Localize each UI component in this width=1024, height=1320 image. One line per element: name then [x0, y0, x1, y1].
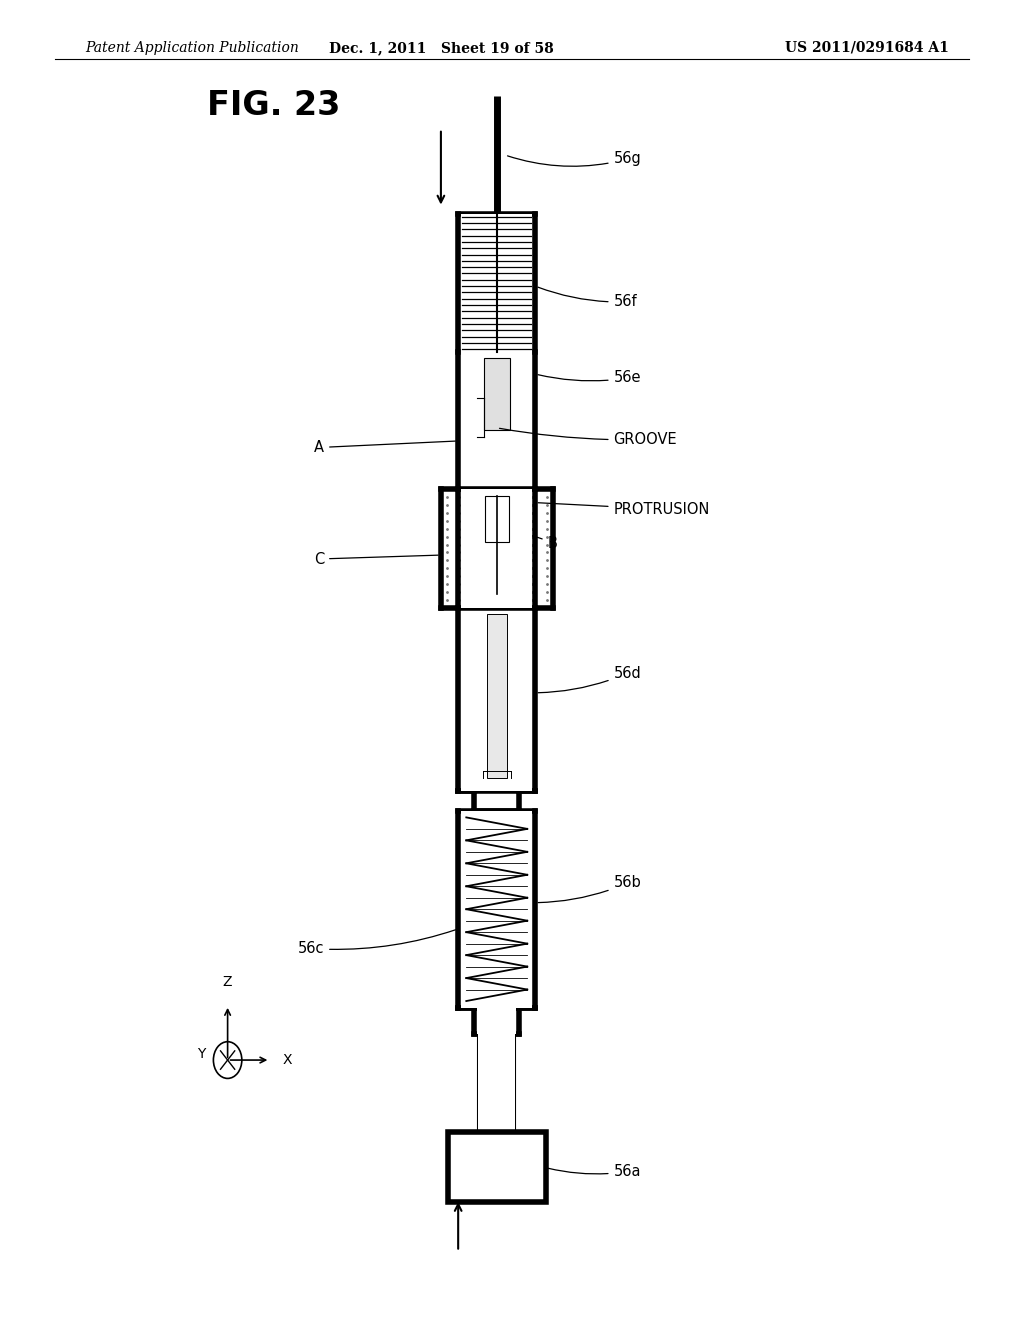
Bar — [461, 490, 532, 607]
Text: 56g: 56g — [508, 152, 641, 166]
Text: 56d: 56d — [539, 665, 641, 693]
Bar — [477, 1007, 516, 1034]
Bar — [441, 490, 553, 607]
Bar — [461, 607, 532, 791]
Text: 56e: 56e — [538, 371, 641, 385]
Text: Z: Z — [223, 975, 232, 989]
Bar — [461, 351, 532, 490]
Text: Dec. 1, 2011   Sheet 19 of 58: Dec. 1, 2011 Sheet 19 of 58 — [329, 41, 553, 55]
Text: 56f: 56f — [538, 288, 637, 309]
Text: FIG. 23: FIG. 23 — [207, 90, 341, 123]
Bar — [461, 810, 532, 1007]
Text: 56c: 56c — [298, 929, 456, 956]
Text: A: A — [314, 440, 456, 455]
Bar — [461, 214, 532, 351]
Text: Patent Application Publication: Patent Application Publication — [85, 41, 299, 55]
Text: Y: Y — [197, 1047, 205, 1060]
Bar — [449, 1133, 546, 1201]
Bar — [483, 358, 510, 430]
Text: C: C — [313, 552, 438, 566]
Bar — [478, 1034, 515, 1133]
Text: X: X — [283, 1053, 292, 1067]
Text: US 2011/0291684 A1: US 2011/0291684 A1 — [784, 41, 949, 55]
Text: B: B — [508, 532, 557, 550]
Text: GROOVE: GROOVE — [500, 428, 677, 447]
Bar — [486, 614, 507, 777]
Bar — [484, 496, 509, 543]
Text: 56b: 56b — [539, 875, 641, 903]
Text: 56a: 56a — [548, 1164, 641, 1179]
Text: PROTRUSION: PROTRUSION — [539, 502, 710, 516]
